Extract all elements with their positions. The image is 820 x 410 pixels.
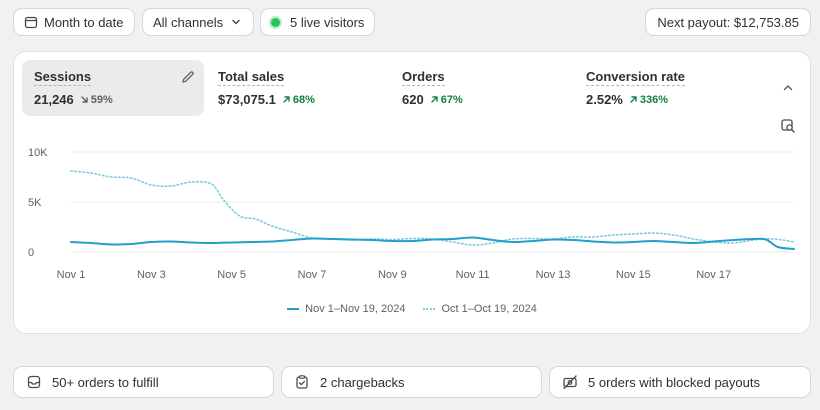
metric-label: Sessions [34, 69, 92, 86]
metric-delta: 336% [629, 94, 668, 106]
x-tick-label: Nov 15 [616, 269, 651, 281]
legend-item-current[interactable]: Nov 1–Nov 19, 2024 [287, 303, 405, 315]
metric-delta-value: 68% [292, 93, 315, 106]
metric-delta-value: 336% [639, 93, 669, 106]
chart-legend: Nov 1–Nov 19, 2024 Oct 1–Oct 19, 2024 [14, 303, 810, 315]
metric-total-sales[interactable]: Total sales $73,075.1 68% [206, 60, 388, 116]
task-chargebacks[interactable]: 2 chargebacks [282, 367, 541, 397]
x-tick-label: Nov 13 [536, 269, 571, 281]
y-tick-label: 5K [28, 197, 42, 209]
metric-conversion-rate[interactable]: Conversion rate 2.52% 336% [574, 60, 756, 116]
metric-label: Total sales [218, 69, 285, 86]
arrow-up-right-icon [431, 96, 438, 103]
x-tick-label: Nov 5 [217, 269, 246, 281]
legend-swatch-dotted [423, 308, 436, 310]
metric-value: 2.52% [586, 92, 623, 107]
metric-value: $73,075.1 [218, 92, 276, 107]
blocked-payout-icon [562, 374, 578, 390]
analytics-card: Sessions 21,246 59% Total sales $73,075.… [14, 52, 810, 333]
chart-zoom-icon[interactable] [780, 118, 796, 134]
pencil-icon[interactable] [180, 69, 196, 85]
x-tick-label: Nov 7 [298, 269, 327, 281]
series-line-previous [70, 170, 795, 246]
task-orders-to-fulfill[interactable]: 50+ orders to fulfill [14, 367, 273, 397]
date-range-button[interactable]: Month to date [14, 9, 134, 35]
metric-delta: 67% [430, 94, 463, 106]
arrow-down-right-icon [81, 96, 88, 103]
task-label: 5 orders with blocked payouts [588, 374, 760, 390]
x-tick-label: Nov 1 [57, 269, 86, 281]
x-tick-label: Nov 17 [696, 269, 731, 281]
channels-label: All channels [153, 14, 224, 30]
metric-value: 620 [402, 92, 424, 107]
clipboard-check-icon [294, 374, 310, 390]
y-tick-label: 0 [28, 247, 34, 259]
chevron-up-icon[interactable] [780, 80, 796, 96]
channels-dropdown[interactable]: All channels [143, 9, 254, 35]
metric-label: Orders [402, 69, 445, 86]
metric-delta-value: 67% [440, 93, 463, 106]
x-tick-label: Nov 11 [456, 269, 490, 281]
legend-label: Nov 1–Nov 19, 2024 [305, 303, 406, 315]
task-label: 2 chargebacks [320, 374, 405, 390]
arrow-up-right-icon [630, 96, 637, 103]
y-tick-label: 10K [28, 147, 48, 159]
task-label: 50+ orders to fulfill [52, 374, 159, 390]
live-visitors-label: 5 live visitors [290, 14, 365, 30]
next-payout-label: Next payout: $12,753.85 [657, 14, 799, 30]
date-range-label: Month to date [44, 14, 124, 30]
task-blocked-payouts[interactable]: 5 orders with blocked payouts [550, 367, 810, 397]
metric-delta: 59% [80, 94, 113, 106]
x-tick-label: Nov 3 [137, 269, 166, 281]
metric-orders[interactable]: Orders 620 67% [390, 60, 572, 116]
metric-sessions[interactable]: Sessions 21,246 59% [22, 60, 204, 116]
metric-delta: 68% [282, 94, 315, 106]
metric-label: Conversion rate [586, 69, 685, 86]
live-dot-icon [271, 17, 280, 27]
calendar-icon [24, 15, 38, 29]
metric-delta-value: 59% [90, 93, 113, 106]
sessions-chart: 10K 5K 0 Nov 1 Nov 3 Nov 5 Nov 7 Nov 9 Nov 11 Nov… [28, 147, 795, 281]
legend-item-previous[interactable]: Oct 1–Oct 19, 2024 [423, 303, 537, 315]
chevron-down-icon [229, 15, 243, 29]
arrow-up-right-icon [283, 96, 290, 103]
x-tick-label: Nov 9 [378, 269, 407, 281]
metric-value: 21,246 [34, 92, 74, 107]
next-payout-button[interactable]: Next payout: $12,753.85 [646, 9, 810, 35]
live-visitors-button[interactable]: 5 live visitors [261, 9, 375, 35]
legend-swatch-solid [287, 308, 300, 310]
inbox-icon [26, 374, 42, 390]
legend-label: Oct 1–Oct 19, 2024 [441, 303, 537, 315]
series-line-current [70, 236, 795, 250]
